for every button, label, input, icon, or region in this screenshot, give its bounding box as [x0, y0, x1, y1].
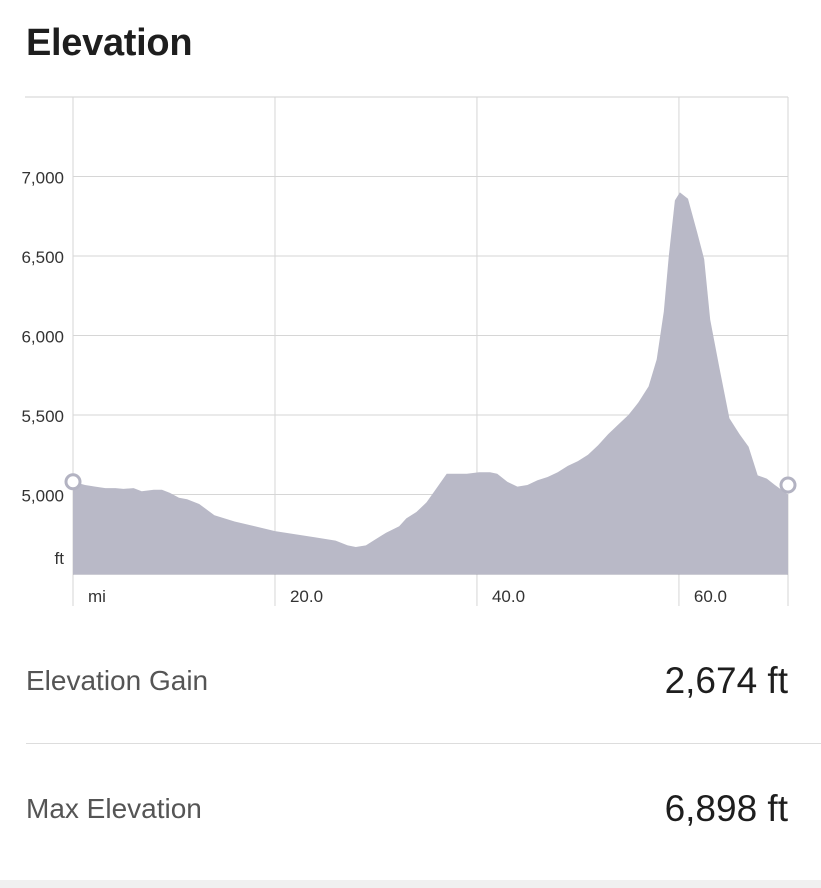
y-tick-label: 5,500 — [21, 407, 64, 426]
x-tick-label: 20.0 — [290, 587, 323, 606]
page-title: Elevation — [26, 22, 193, 64]
elevation-gain-value: 2,674 ft — [664, 660, 788, 701]
elevation-area — [73, 192, 788, 574]
y-axis-labels: ft 5,000 5,500 6,000 6,500 7,000 — [21, 169, 64, 569]
x-axis-labels: mi 20.0 40.0 60.0 — [88, 587, 727, 606]
y-axis-unit-label: ft — [55, 549, 65, 568]
y-tick-label: 5,000 — [21, 487, 64, 506]
y-tick-label: 6,500 — [21, 248, 64, 267]
elevation-gain-label: Elevation Gain — [26, 665, 209, 696]
elevation-chart[interactable]: ft 5,000 5,500 6,000 6,500 7,000 mi 20.0 40.0 60… — [0, 0, 821, 620]
max-elevation-label: Max Elevation — [26, 793, 202, 824]
max-elevation-value: 6,898 ft — [664, 788, 788, 829]
x-tick-label: 40.0 — [492, 587, 525, 606]
endpoint-marker — [779, 476, 797, 494]
y-tick-label: 6,000 — [21, 328, 64, 347]
endpoint-markers — [64, 473, 797, 494]
y-tick-label: 7,000 — [21, 169, 64, 188]
elevation-gain-row: Elevation Gain 2,674 ft — [26, 655, 788, 707]
max-elevation-row: Max Elevation 6,898 ft — [26, 783, 788, 835]
stats-divider — [26, 743, 821, 744]
bottom-bar — [0, 880, 821, 888]
x-axis-unit-label: mi — [88, 587, 106, 606]
endpoint-marker — [64, 473, 82, 491]
x-tick-label: 60.0 — [694, 587, 727, 606]
